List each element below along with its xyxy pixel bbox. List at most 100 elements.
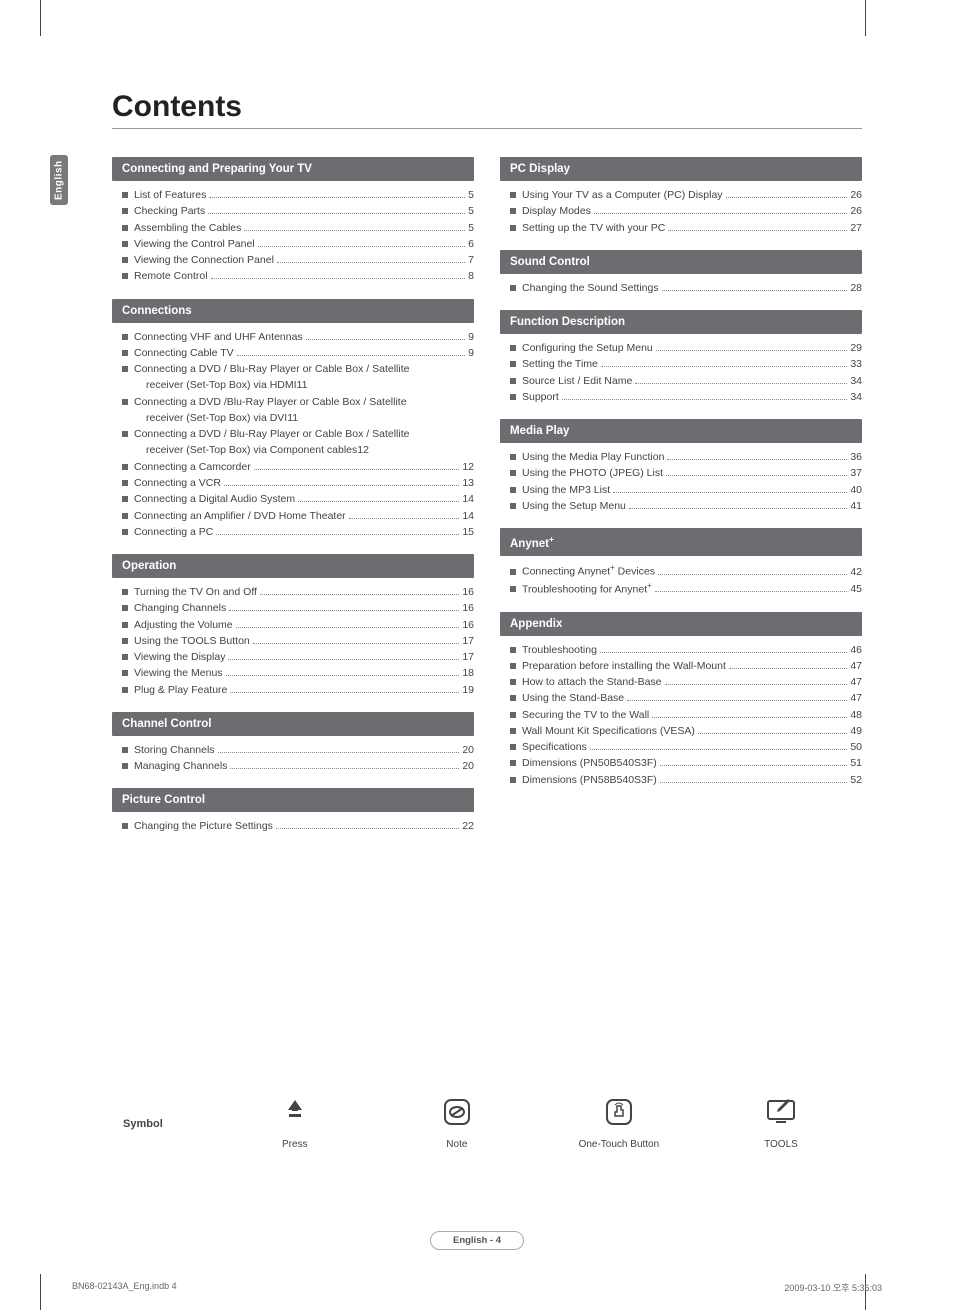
bullet-icon [510, 225, 516, 231]
toc-sublabel: receiver (Set-Top Box) via DVI [146, 410, 287, 426]
toc-subitem: receiver (Set-Top Box) via DVI11 [112, 410, 474, 426]
toc-page: 37 [850, 465, 862, 481]
bullet-icon [122, 431, 128, 437]
toc-label: Viewing the Menus [134, 665, 223, 681]
toc-item: Dimensions (PN58B540S3F)52 [500, 772, 862, 788]
toc-label: Managing Channels [134, 758, 227, 774]
leader-dots [218, 752, 460, 753]
symbol-legend: Symbol Press Note One-Touch Button TOOLS [112, 1097, 862, 1150]
toc-page: 17 [462, 649, 474, 665]
toc-label: Preparation before installing the Wall-M… [522, 658, 726, 674]
leader-dots [662, 290, 848, 291]
symbol-tools: TOOLS [711, 1097, 851, 1150]
section-header: Connections [112, 299, 474, 323]
toc-label: Securing the TV to the Wall [522, 707, 649, 723]
leader-dots [277, 262, 465, 263]
toc-item: Adjusting the Volume16 [112, 617, 474, 633]
bullet-icon [122, 763, 128, 769]
bullet-icon [122, 823, 128, 829]
bullet-icon [122, 605, 128, 611]
toc-page: 5 [468, 203, 474, 219]
bullet-icon [510, 712, 516, 718]
toc-item: Setting the Time33 [500, 356, 862, 372]
toc-page: 19 [462, 682, 474, 698]
leader-dots [230, 768, 459, 769]
bullet-icon [122, 273, 128, 279]
section-header: Media Play [500, 419, 862, 443]
leader-dots [253, 643, 460, 644]
footer-filename: BN68-02143A_Eng.indb 4 [72, 1281, 177, 1294]
toc-subitem: receiver (Set-Top Box) via HDMI11 [112, 377, 474, 393]
leader-dots [729, 668, 847, 669]
leader-dots [208, 213, 465, 214]
toc-page: 7 [468, 252, 474, 268]
bullet-icon [510, 470, 516, 476]
section-header: Anynet+ [500, 528, 862, 556]
bullet-icon [122, 399, 128, 405]
toc-item: Setting up the TV with your PC27 [500, 220, 862, 236]
bullet-icon [122, 622, 128, 628]
bullet-icon [510, 569, 516, 575]
toc-page: 9 [468, 345, 474, 361]
toc-label: Display Modes [522, 203, 591, 219]
page-number-pill: English - 4 [430, 1231, 524, 1250]
leader-dots [230, 692, 459, 693]
crop-mark [40, 1274, 41, 1310]
toc-label: Turning the TV On and Off [134, 584, 257, 600]
toc-label: How to attach the Stand-Base [522, 674, 662, 690]
toc-sublabel: receiver (Set-Top Box) via HDMI [146, 377, 297, 393]
section-header: Picture Control [112, 788, 474, 812]
leader-dots [562, 399, 848, 400]
leader-dots [276, 828, 459, 829]
toc-item: Viewing the Control Panel6 [112, 236, 474, 252]
symbol-caption: TOOLS [711, 1139, 851, 1150]
toc-label: Connecting a DVD / Blu-Ray Player or Cab… [134, 426, 409, 442]
bullet-icon [122, 670, 128, 676]
leader-dots [665, 684, 848, 685]
bullet-icon [122, 654, 128, 660]
toc-label: Adjusting the Volume [134, 617, 233, 633]
toc-item: Connecting Anynet+ Devices42 [500, 562, 862, 580]
toc-page: 41 [850, 498, 862, 514]
toc-page: 26 [850, 203, 862, 219]
toc-page: 28 [850, 280, 862, 296]
toc-label: Storing Channels [134, 742, 215, 758]
toc-label: Connecting a DVD / Blu-Ray Player or Cab… [134, 361, 409, 377]
leader-dots [258, 246, 466, 247]
bullet-icon [122, 225, 128, 231]
toc-page: 14 [462, 491, 474, 507]
toc-label: Dimensions (PN50B540S3F) [522, 755, 657, 771]
leader-dots [635, 383, 847, 384]
bullet-icon [122, 747, 128, 753]
toc-left-column: Connecting and Preparing Your TVList of … [112, 157, 474, 835]
toc-subitem: receiver (Set-Top Box) via Component cab… [112, 442, 474, 458]
toc-label: Using the Media Play Function [522, 449, 664, 465]
toc-item: Connecting an Amplifier / DVD Home Theat… [112, 508, 474, 524]
toc-item: Specifications50 [500, 739, 862, 755]
toc-item: Source List / Edit Name34 [500, 373, 862, 389]
toc-page: 40 [850, 482, 862, 498]
section-header: Connecting and Preparing Your TV [112, 157, 474, 181]
toc-sublabel: receiver (Set-Top Box) via Component cab… [146, 442, 357, 458]
toc-label: Setting the Time [522, 356, 598, 372]
leader-dots [209, 197, 465, 198]
toc-item: Connecting a DVD / Blu-Ray Player or Cab… [112, 361, 474, 377]
section-header: Appendix [500, 612, 862, 636]
toc-item: Using the Media Play Function36 [500, 449, 862, 465]
bullet-icon [510, 394, 516, 400]
leader-dots [254, 469, 460, 470]
toc-page: 11 [297, 377, 308, 393]
toc-item: Viewing the Connection Panel7 [112, 252, 474, 268]
leader-dots [237, 355, 466, 356]
symbol-press: Press [225, 1097, 365, 1150]
toc-page: 11 [287, 410, 298, 426]
bullet-icon [510, 695, 516, 701]
bullet-icon [510, 744, 516, 750]
toc-label: Plug & Play Feature [134, 682, 227, 698]
toc-page: 20 [462, 758, 474, 774]
leader-dots [666, 475, 847, 476]
leader-dots [211, 278, 466, 279]
toc-page: 48 [850, 707, 862, 723]
leader-dots [658, 574, 847, 575]
toc-label: Changing the Picture Settings [134, 818, 273, 834]
